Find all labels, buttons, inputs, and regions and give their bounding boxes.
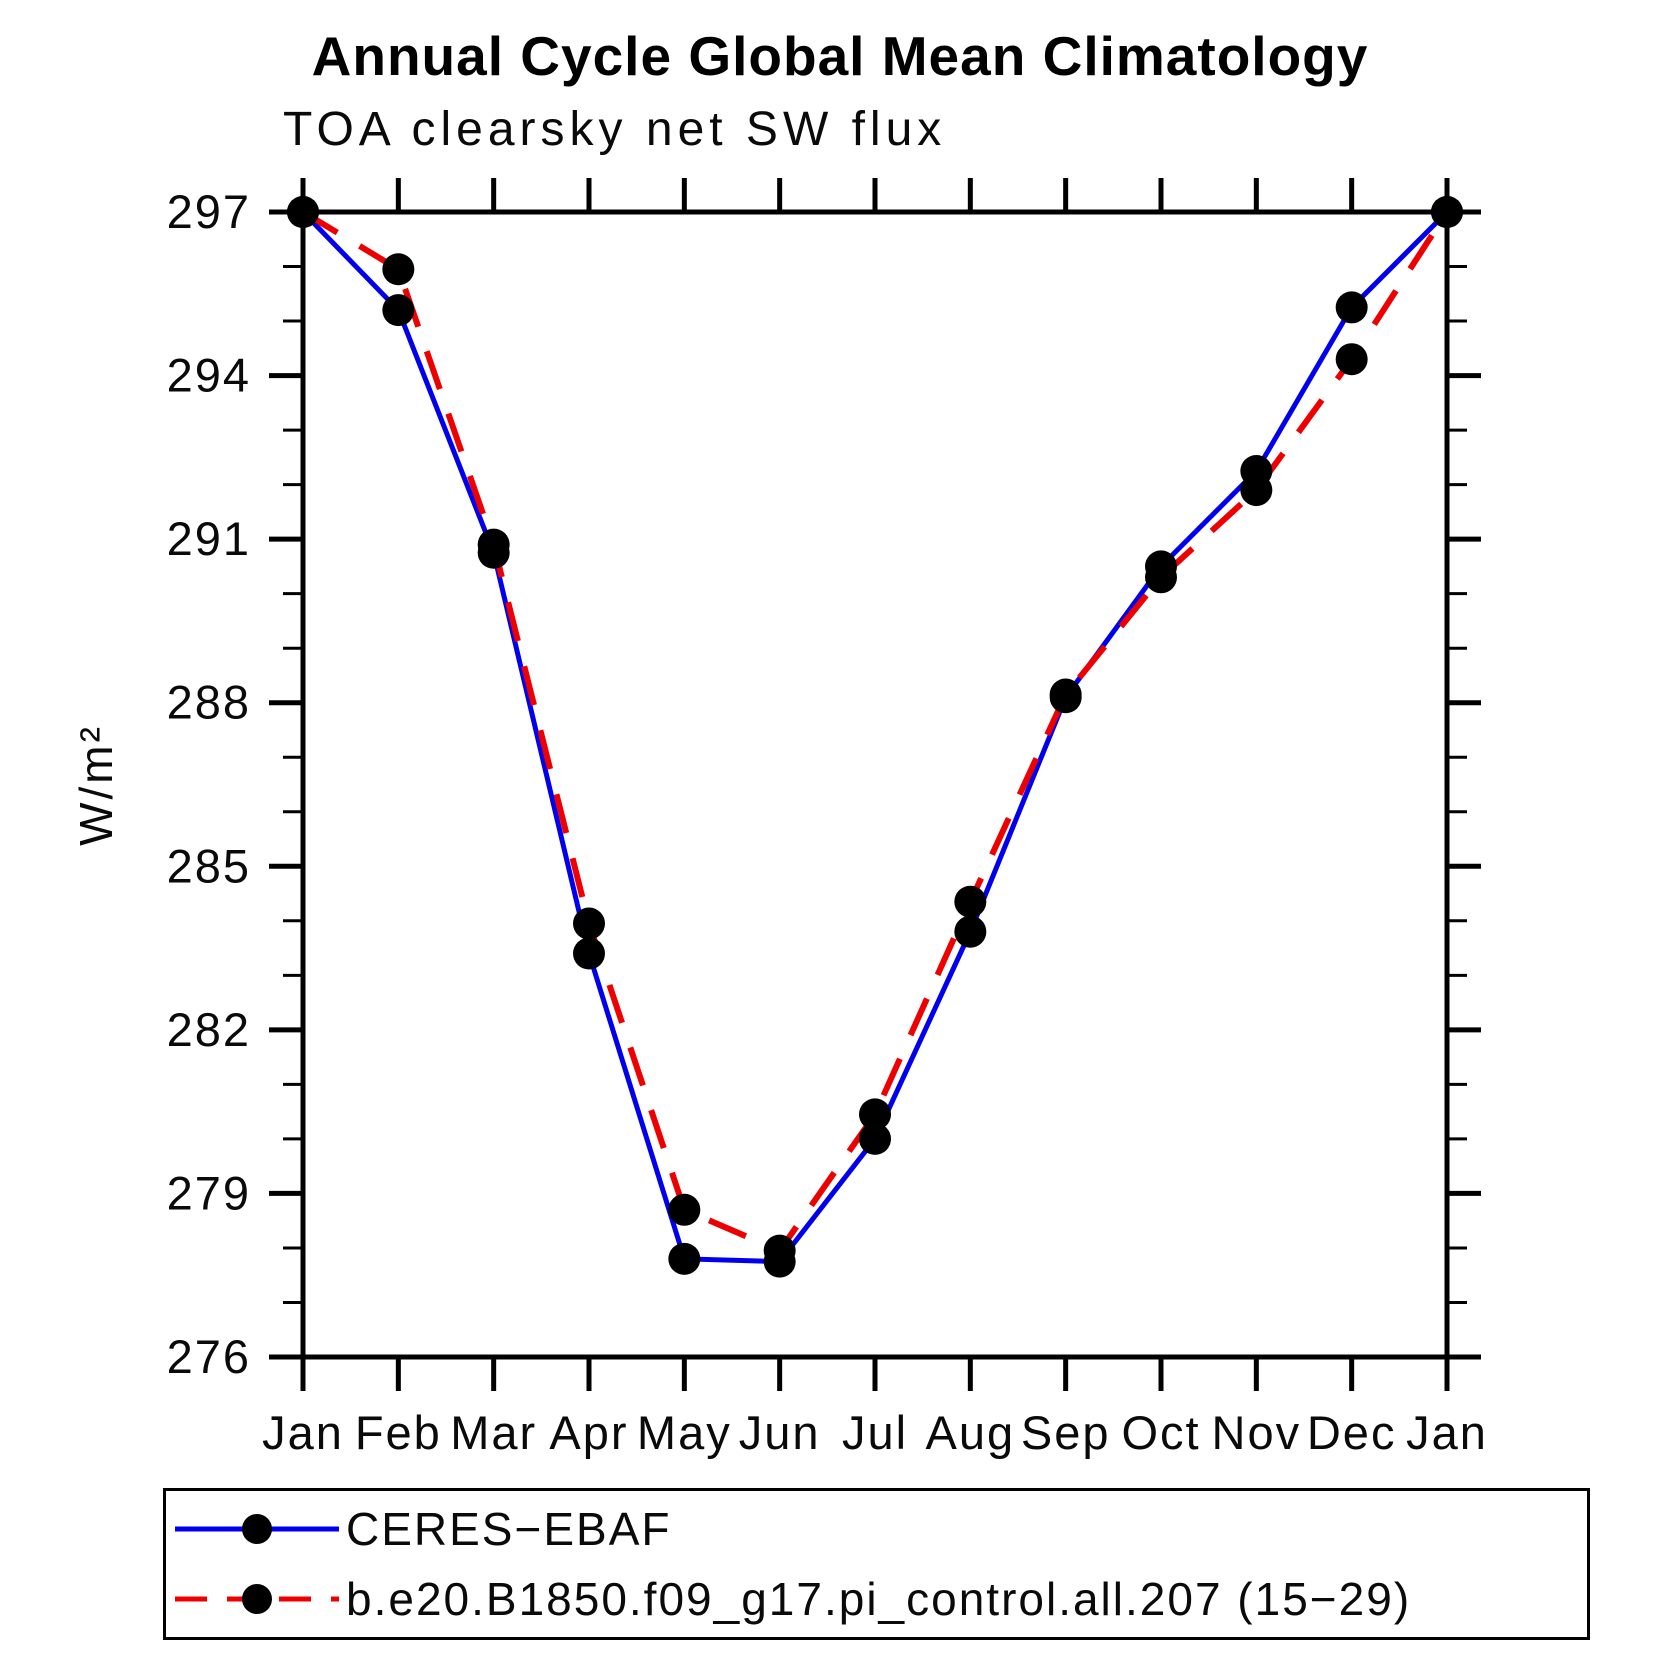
legend-item-ceres: CERES−EBAF (172, 1498, 1587, 1560)
x-tick-label: Oct (1121, 1406, 1200, 1459)
legend-line-solid-icon (175, 1514, 339, 1545)
y-tick-label: 285 (167, 839, 251, 892)
chart-title: Annual Cycle Global Mean Climatology (311, 25, 1369, 87)
x-tick-label: Feb (355, 1406, 442, 1459)
data-point-s1 (1145, 561, 1177, 594)
data-point-s0 (382, 294, 415, 327)
data-point-s1 (1335, 343, 1368, 376)
chart-subtitle: TOA clearsky net SW flux (283, 103, 947, 156)
x-tick-label: Nov (1212, 1406, 1302, 1459)
data-point-s1 (573, 907, 605, 940)
y-tick-label: 276 (167, 1330, 251, 1383)
data-point-s0 (954, 915, 987, 948)
data-point-s0 (573, 937, 605, 970)
x-tick-label: Jul (842, 1406, 908, 1459)
legend-label-ceres: CERES−EBAF (346, 1503, 672, 1556)
data-point-s1 (859, 1098, 891, 1131)
legend-label-model: b.e20.B1850.f09_g17.pi_control.all.207 (… (346, 1572, 1412, 1625)
data-point-s1 (1049, 678, 1082, 711)
data-point-s1 (1431, 196, 1463, 228)
data-point-s0 (1335, 291, 1368, 324)
x-tick-label: Jun (739, 1406, 821, 1459)
y-tick-label: 297 (167, 185, 251, 238)
x-tick-label: Jan (262, 1406, 344, 1459)
legend-item-model: b.e20.B1850.f09_g17.pi_control.all.207 (… (172, 1568, 1587, 1630)
legend-line-dashed-icon (175, 1583, 339, 1614)
data-point-s1 (668, 1193, 701, 1226)
y-tick-label: 282 (167, 1003, 251, 1056)
y-tick-label: 294 (167, 349, 251, 402)
data-point-s1 (954, 885, 987, 918)
plot-frame (300, 209, 1450, 1360)
x-tick-label: Jan (1406, 1406, 1488, 1459)
legend-box: CERES−EBAF b.e20.B1850.f09_g17.pi_contro… (163, 1488, 1590, 1640)
legend-marker-icon (242, 1514, 272, 1545)
data-point-s0 (859, 1122, 891, 1155)
x-tick-label: Apr (549, 1406, 628, 1459)
x-tick-label: Dec (1307, 1406, 1397, 1459)
data-point-s1 (477, 528, 510, 561)
y-tick-label: 291 (167, 512, 251, 565)
x-tick-label: Aug (926, 1406, 1016, 1459)
series-line-1 (301, 209, 1450, 1255)
y-tick-label: 288 (167, 676, 251, 729)
data-point-s1 (1240, 474, 1273, 507)
y-tick-label: 279 (167, 1166, 251, 1219)
data-point-s0 (668, 1242, 701, 1275)
data-point-s1 (763, 1234, 796, 1267)
data-point-s1 (382, 253, 415, 286)
legend-marker-icon (242, 1583, 272, 1614)
x-tick-label: Sep (1021, 1406, 1111, 1459)
x-tick-label: May (637, 1406, 732, 1459)
x-tick-label: Mar (450, 1406, 537, 1459)
data-point-s1 (287, 196, 319, 228)
